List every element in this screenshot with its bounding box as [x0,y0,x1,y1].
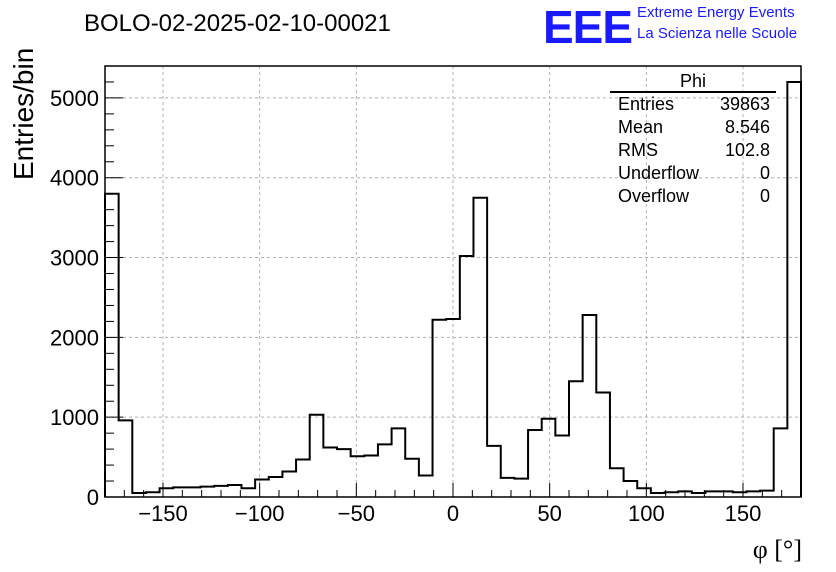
stats-row: Entries 39863 [610,93,776,116]
stats-label: RMS [618,140,658,160]
stats-title: Phi [610,72,776,93]
logo-line-2: La Scienza nelle Scuole [637,25,798,42]
stats-label: Mean [618,117,664,137]
histogram-line [104,80,802,497]
x-tick-label: −150 [138,501,188,526]
x-tick-label: 0 [447,501,459,526]
stats-label: Entries [618,94,675,114]
x-tick-label: −100 [235,501,285,526]
y-axis-ticks: 0 1000 2000 3000 4000 5000 [50,81,123,510]
x-tick-label: −50 [338,501,375,526]
x-tick-label: 50 [537,501,561,526]
x-tick-label: 100 [628,501,665,526]
x-axis-ticks: −150 −100 −50 0 50 100 150 [123,483,783,526]
stats-row: RMS 102.8 [610,139,776,162]
y-tick-label: 0 [87,485,99,510]
stats-row: Underflow 0 [610,162,776,185]
y-axis-label: Entries/bin [8,47,39,180]
x-tick-label: 150 [725,501,762,526]
stats-label: Underflow [618,163,700,183]
x-axis-label: φ [°] [752,535,802,564]
stats-value: 102.8 [724,140,770,160]
stats-label: Overflow [618,186,690,206]
logo-line-1: Extreme Energy Events [637,4,795,21]
eee-logo: EEE [543,1,633,53]
chart-title: BOLO-02-2025-02-10-00021 [84,10,391,37]
stats-value: 39863 [719,94,770,114]
y-tick-label: 5000 [50,86,99,111]
stats-row: Overflow 0 [610,185,776,208]
stats-value: 0 [759,163,770,183]
stats-row: Mean 8.546 [610,116,776,139]
y-tick-label: 1000 [50,405,99,430]
grid-lines [105,66,801,497]
stats-value: 8.546 [724,117,770,137]
stats-box: Phi Entries 39863 Mean 8.546 RMS 102.8 Unde… [610,72,776,208]
y-tick-label: 3000 [50,246,99,271]
y-tick-label: 2000 [50,325,99,350]
stats-value: 0 [759,186,770,206]
histogram-series [104,80,802,497]
y-tick-label: 4000 [50,166,99,191]
